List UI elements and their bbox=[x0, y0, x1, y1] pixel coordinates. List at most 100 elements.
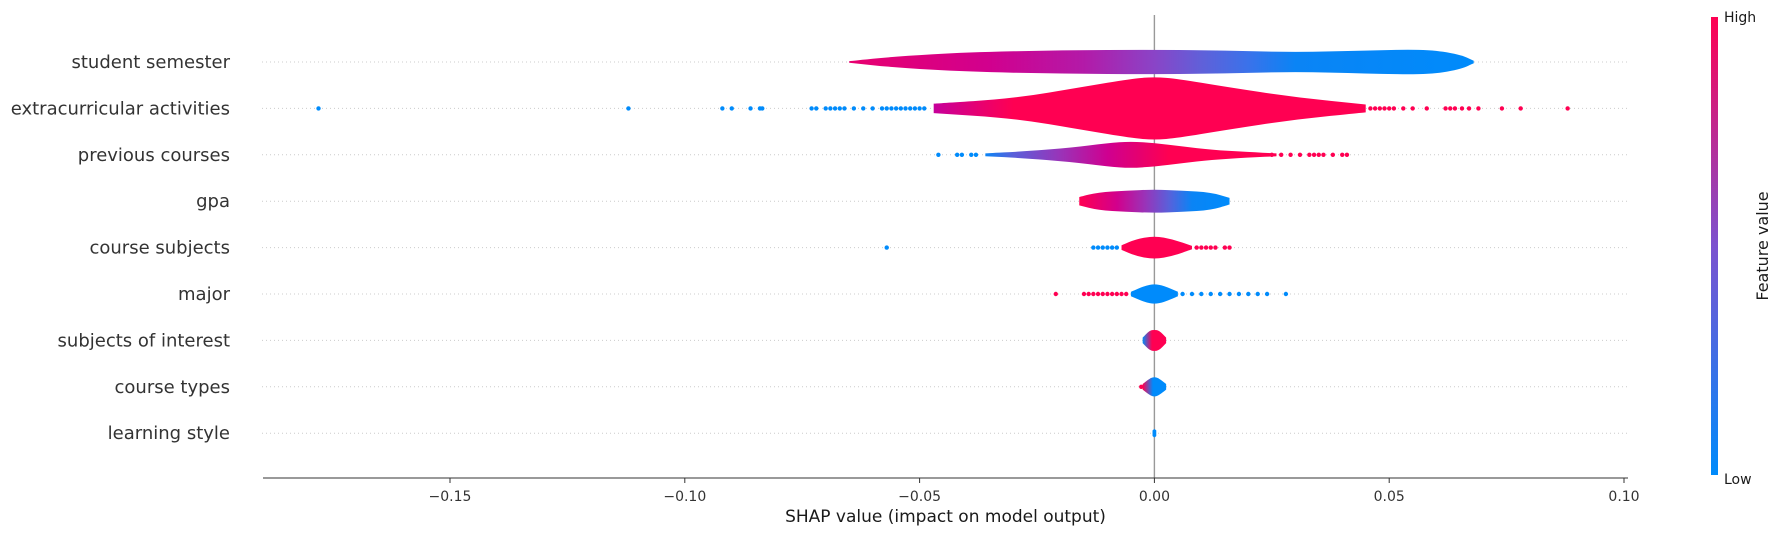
outlier-point bbox=[1387, 106, 1391, 110]
outlier-point bbox=[1227, 292, 1231, 296]
violins bbox=[316, 50, 1570, 437]
violin-extracurricular-activities bbox=[934, 77, 1366, 139]
outlier-point bbox=[1096, 245, 1100, 249]
outlier-point bbox=[1180, 292, 1184, 296]
outlier-point bbox=[1331, 153, 1335, 157]
outlier-point bbox=[1312, 153, 1316, 157]
outlier-point bbox=[316, 106, 320, 110]
violin-student-semester bbox=[849, 50, 1474, 74]
colorbar-high-label: High bbox=[1724, 10, 1756, 26]
outlier-point bbox=[1213, 245, 1217, 249]
outlier-point bbox=[1101, 245, 1105, 249]
outlier-point bbox=[1317, 153, 1321, 157]
violin-major bbox=[1131, 284, 1178, 303]
outlier-point bbox=[1460, 106, 1464, 110]
x-tick-label: 0.10 bbox=[1608, 489, 1639, 505]
outlier-point bbox=[1448, 106, 1452, 110]
outlier-point bbox=[1425, 106, 1429, 110]
x-tick-label: 0.05 bbox=[1374, 489, 1405, 505]
outlier-point bbox=[748, 106, 752, 110]
outlier-point bbox=[1110, 292, 1114, 296]
outlier-point bbox=[1378, 106, 1382, 110]
outlier-point bbox=[814, 106, 818, 110]
outlier-point bbox=[899, 106, 903, 110]
outlier-point bbox=[1096, 292, 1100, 296]
outlier-point bbox=[1054, 292, 1058, 296]
outlier-point bbox=[1246, 292, 1250, 296]
outlier-point bbox=[1209, 292, 1213, 296]
outlier-point bbox=[1373, 106, 1377, 110]
outlier-point bbox=[1284, 292, 1288, 296]
outlier-point bbox=[1237, 292, 1241, 296]
outlier-point bbox=[1105, 292, 1109, 296]
feature-label: course subjects bbox=[89, 238, 230, 259]
x-axis: −0.15 −0.10 −0.05 0.00 0.05 0.10 bbox=[263, 478, 1640, 505]
feature-labels: student semester extracurricular activiti… bbox=[11, 52, 231, 444]
outlier-point bbox=[1105, 245, 1109, 249]
outlier-point bbox=[809, 106, 813, 110]
outlier-point bbox=[974, 153, 978, 157]
outlier-point bbox=[1265, 292, 1269, 296]
outlier-point bbox=[1199, 245, 1203, 249]
feature-label: extracurricular activities bbox=[11, 98, 230, 119]
feature-label: course types bbox=[115, 377, 230, 398]
outlier-point bbox=[1256, 292, 1260, 296]
outlier-point bbox=[913, 106, 917, 110]
x-tick-label: −0.05 bbox=[898, 489, 941, 505]
feature-label: subjects of interest bbox=[58, 330, 230, 351]
colorbar-low-label: Low bbox=[1724, 472, 1752, 488]
outlier-point bbox=[1518, 106, 1522, 110]
outlier-point bbox=[936, 153, 940, 157]
outlier-point bbox=[880, 106, 884, 110]
outlier-point bbox=[1340, 153, 1344, 157]
outlier-point bbox=[870, 106, 874, 110]
outlier-point bbox=[823, 106, 827, 110]
feature-label: major bbox=[178, 284, 231, 305]
violin-course-types bbox=[1143, 377, 1166, 396]
outlier-point bbox=[1223, 245, 1227, 249]
outlier-point bbox=[908, 106, 912, 110]
outlier-point bbox=[838, 106, 842, 110]
outlier-point bbox=[1204, 245, 1208, 249]
outlier-point bbox=[1101, 292, 1105, 296]
outlier-point bbox=[760, 106, 764, 110]
outlier-point bbox=[894, 106, 898, 110]
outlier-point bbox=[1307, 153, 1311, 157]
outlier-point bbox=[885, 106, 889, 110]
violin-learning-style bbox=[1153, 429, 1157, 437]
outlier-point bbox=[828, 106, 832, 110]
outlier-point bbox=[730, 106, 734, 110]
outlier-point bbox=[852, 106, 856, 110]
outlier-point bbox=[1288, 153, 1292, 157]
outlier-point bbox=[1279, 153, 1283, 157]
feature-label: gpa bbox=[196, 191, 230, 212]
outlier-point bbox=[1443, 106, 1447, 110]
outlier-point bbox=[1124, 292, 1128, 296]
outlier-point bbox=[889, 106, 893, 110]
row-gridlines bbox=[262, 62, 1630, 433]
feature-label: learning style bbox=[108, 423, 230, 444]
outlier-point bbox=[1467, 106, 1471, 110]
outlier-point bbox=[1453, 106, 1457, 110]
outlier-point bbox=[842, 106, 846, 110]
outlier-point bbox=[720, 106, 724, 110]
outlier-point bbox=[1194, 245, 1198, 249]
outlier-point bbox=[955, 153, 959, 157]
outlier-point bbox=[1082, 292, 1086, 296]
outlier-point bbox=[833, 106, 837, 110]
outlier-point bbox=[1227, 245, 1231, 249]
outlier-point bbox=[960, 153, 964, 157]
feature-label: previous courses bbox=[78, 145, 230, 166]
outlier-point bbox=[1115, 245, 1119, 249]
outlier-point bbox=[1110, 245, 1114, 249]
outlier-point bbox=[1410, 106, 1414, 110]
outlier-point bbox=[1392, 106, 1396, 110]
outlier-point bbox=[917, 106, 921, 110]
outlier-point bbox=[1199, 292, 1203, 296]
x-axis-label: SHAP value (impact on model output) bbox=[785, 507, 1106, 527]
outlier-point bbox=[1368, 106, 1372, 110]
outlier-point bbox=[885, 245, 889, 249]
violin-course-subjects bbox=[1122, 237, 1192, 259]
outlier-point bbox=[1190, 292, 1194, 296]
x-tick-label: 0.00 bbox=[1139, 489, 1170, 505]
